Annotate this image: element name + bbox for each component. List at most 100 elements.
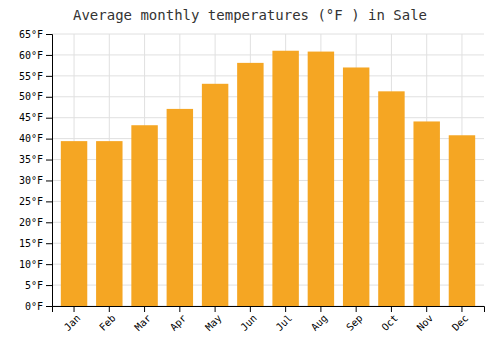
x-tick: Dec — [450, 306, 471, 333]
x-tick: Mar — [133, 306, 154, 333]
y-tick-mark — [46, 118, 52, 119]
y-tick-label: 15°F — [19, 238, 43, 249]
x-tick-label: Jul — [274, 312, 295, 333]
x-tick-mark — [426, 306, 427, 312]
bar — [343, 67, 369, 306]
bars — [61, 51, 475, 306]
x-tick-mark — [179, 306, 180, 312]
y-tick: 45°F — [19, 112, 52, 123]
y-tick: 35°F — [19, 154, 52, 165]
x-tick-mark — [250, 306, 251, 312]
title: Average monthly temperatures (°F ) in Sa… — [73, 7, 427, 23]
x-tick-label: Sep — [344, 312, 365, 333]
x-tick-label: Nov — [415, 312, 436, 333]
x-tick-label: Feb — [97, 312, 118, 333]
y-tick: 60°F — [19, 50, 52, 61]
x-tick-mark — [320, 306, 321, 312]
x-axis: Jan Feb Mar Apr May Jun Jul Aug Sep Oct Nov Dec — [53, 306, 485, 333]
y-tick-mark — [46, 201, 52, 202]
y-tick-label: 0°F — [25, 301, 43, 312]
y-axis-line — [46, 35, 53, 307]
y-tick: 30°F — [19, 175, 52, 186]
y-tick-label: 35°F — [19, 154, 43, 165]
x-tick-label: Jun — [238, 312, 259, 333]
plot: 0°F 5°F 10°F 15°F 20°F 25°F 30°F 35°F 40°F 45°F 50… — [19, 29, 485, 333]
x-axis-line — [53, 307, 485, 313]
y-grid-line — [52, 117, 484, 118]
y-tick-label: 5°F — [25, 280, 43, 291]
x-tick: Apr — [168, 306, 189, 333]
x-tick-mark — [215, 306, 216, 312]
bar — [378, 91, 404, 306]
x-tick-label: May — [203, 312, 224, 333]
x-tick: Sep — [344, 306, 365, 333]
bar — [167, 109, 193, 306]
y-tick-mark — [46, 306, 52, 307]
y-tick: 20°F — [19, 217, 52, 228]
x-tick: Jan — [62, 306, 83, 333]
x-tick: Jul — [274, 306, 295, 333]
y-tick-label: 55°F — [19, 71, 43, 82]
y-tick-mark — [46, 76, 52, 77]
y-tick-mark — [46, 34, 52, 35]
grid — [52, 34, 484, 306]
y-tick: 5°F — [25, 280, 52, 291]
y-tick-mark — [46, 97, 52, 98]
bar — [61, 141, 87, 306]
y-tick: 65°F — [19, 29, 52, 40]
y-tick: 40°F — [19, 133, 52, 144]
y-tick: 10°F — [19, 259, 52, 270]
bar — [449, 135, 475, 306]
x-tick-label: Dec — [450, 312, 471, 333]
bar — [308, 52, 334, 306]
y-tick-label: 45°F — [19, 112, 43, 123]
y-tick: 15°F — [19, 238, 52, 249]
y-tick-label: 25°F — [19, 196, 43, 207]
bar — [272, 51, 298, 306]
x-tick-mark — [74, 306, 75, 312]
x-tick: Nov — [415, 306, 436, 333]
x-tick: Jun — [238, 306, 259, 333]
y-tick-label: 20°F — [19, 217, 43, 228]
bar — [413, 121, 439, 306]
y-tick-label: 60°F — [19, 50, 43, 61]
y-tick: 25°F — [19, 196, 52, 207]
x-tick-mark — [391, 306, 392, 312]
bar — [96, 141, 122, 306]
y-tick-label: 30°F — [19, 175, 43, 186]
y-grid-line — [52, 54, 484, 55]
x-tick-label: Apr — [168, 312, 189, 333]
bar — [237, 63, 263, 306]
y-grid-line — [52, 75, 484, 76]
y-tick-mark — [46, 180, 52, 181]
x-tick-label: Jan — [62, 312, 83, 333]
y-tick-label: 40°F — [19, 133, 43, 144]
x-tick: May — [203, 306, 224, 333]
y-tick-label: 50°F — [19, 91, 43, 102]
x-tick-mark — [285, 306, 286, 312]
x-tick: Aug — [309, 306, 330, 333]
x-tick-label: Mar — [133, 312, 154, 333]
y-tick-mark — [46, 243, 52, 244]
x-tick-mark — [144, 306, 145, 312]
x-tick: Oct — [379, 306, 400, 333]
y-grid-line — [52, 34, 484, 35]
y-tick-label: 65°F — [19, 29, 43, 40]
y-tick-label: 10°F — [19, 259, 43, 270]
y-axis: 0°F 5°F 10°F 15°F 20°F 25°F 30°F 35°F 40°F 45°F 50… — [19, 29, 53, 312]
y-tick: 50°F — [19, 91, 52, 102]
y-tick-mark — [46, 285, 52, 286]
bar — [131, 125, 157, 306]
x-tick-mark — [461, 306, 462, 312]
y-tick: 0°F — [25, 301, 52, 312]
y-tick-mark — [46, 264, 52, 265]
y-tick-mark — [46, 160, 52, 161]
y-tick: 55°F — [19, 71, 52, 82]
x-tick-mark — [109, 306, 110, 312]
x-tick: Feb — [97, 306, 118, 333]
y-tick-mark — [46, 222, 52, 223]
y-tick-mark — [46, 139, 52, 140]
y-tick-mark — [46, 55, 52, 56]
chart: 0°F 5°F 10°F 15°F 20°F 25°F 30°F 35°F 40°F 45°F 50… — [0, 0, 500, 350]
x-tick-label: Aug — [309, 312, 330, 333]
